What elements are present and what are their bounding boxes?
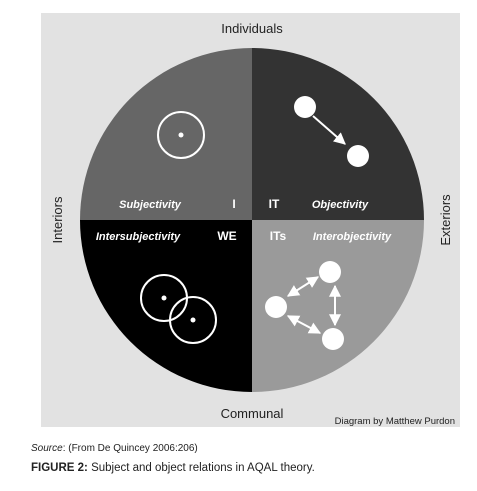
we-label: WE [217,229,236,243]
source-caption: Source: (From De Quincey 2006:206) [31,443,198,454]
interobjectivity-label: Interobjectivity [313,231,392,243]
diagram-credit: Diagram by Matthew Purdon [335,416,455,427]
interobject-symbol [265,261,344,350]
subject-symbol [157,111,205,159]
quadrant-lower-left [80,220,252,392]
figure-text: Subject and object relations in AQAL the… [87,462,315,474]
object-relation-symbol [294,96,369,167]
top-label: Individuals [221,21,283,36]
intersubjectivity-label: Intersubjectivity [96,231,181,243]
figure-label: FIGURE 2: [31,462,88,474]
objectivity-label: Objectivity [312,199,369,211]
it-label: IT [269,197,280,211]
right-label: Exteriors [438,194,453,246]
bottom-label: Communal [221,406,284,421]
subjectivity-label: Subjectivity [119,199,182,211]
figure-caption: FIGURE 2: Subject and object relations i… [31,462,315,474]
i-label: I [232,197,235,211]
quadrant-upper-left [80,48,252,220]
source-text: : (From De Quincey 2006:206) [62,443,198,454]
its-label: ITs [270,229,287,243]
source-label: Source [31,443,63,454]
left-label: Interiors [50,196,65,243]
intersubject-symbol [140,274,217,344]
